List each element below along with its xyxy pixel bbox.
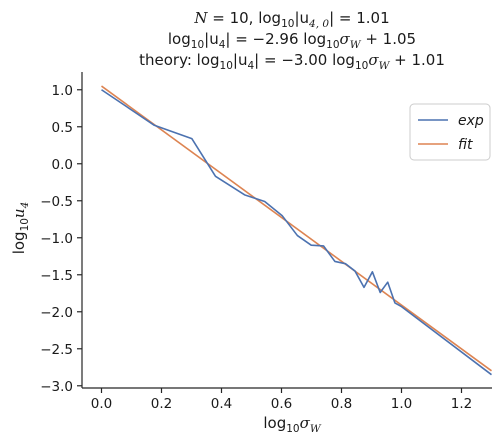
chart-title-line-1: N = 10, log10|u4, 0| = 1.01 [193, 9, 389, 30]
x-tick-label: 0.8 [331, 396, 352, 412]
y-tick-label: 0.5 [52, 120, 73, 136]
x-tick-label: 0.0 [91, 396, 112, 412]
series-line-exp [101, 89, 492, 376]
series-layer [101, 85, 492, 376]
x-ticks: 0.0 0.2 0.4 0.6 0.8 1.0 1.2 [91, 388, 472, 412]
series-line-fit [101, 85, 492, 372]
legend-box [409, 103, 491, 161]
legend-label-exp: exp [458, 113, 484, 129]
chart-title: N = 10, log10|u4, 0| = 1.01 log10|u4| = … [139, 9, 445, 72]
x-tick-label: 0.4 [211, 396, 232, 412]
y-tick-label: −0.5 [40, 194, 73, 210]
x-tick-label: 1.0 [391, 396, 412, 412]
x-tick-label: 1.2 [451, 396, 472, 412]
y-tick-label: 1.0 [52, 83, 73, 99]
axes: 0.0 0.2 0.4 0.6 0.8 1.0 1.2 1.0 0.5 0.0 −0.5 −1.0 −… [40, 72, 492, 412]
y-tick-label: −1.0 [40, 231, 73, 247]
x-axis-label: log10σW [263, 414, 322, 435]
legend: exp fit [409, 103, 491, 161]
y-tick-label: −3.0 [40, 379, 73, 395]
x-tick-label: 0.6 [271, 396, 292, 412]
y-tick-label: 0.0 [52, 157, 73, 173]
y-tick-label: −2.0 [40, 305, 73, 321]
legend-label-fit: fit [458, 137, 473, 153]
y-tick-label: −1.5 [40, 268, 73, 284]
chart-title-line-3: theory: log10|u4| = −3.00 log10σW + 1.01 [139, 51, 445, 72]
y-tick-label: −2.5 [40, 342, 73, 358]
y-axis-label: log10u4 [10, 202, 31, 255]
chart-title-line-2: log10|u4| = −2.96 log10σW + 1.05 [168, 30, 416, 51]
x-tick-label: 0.2 [151, 396, 172, 412]
y-ticks: 1.0 0.5 0.0 −0.5 −1.0 −1.5 −2.0 −2.5 −3.0 [40, 83, 82, 395]
